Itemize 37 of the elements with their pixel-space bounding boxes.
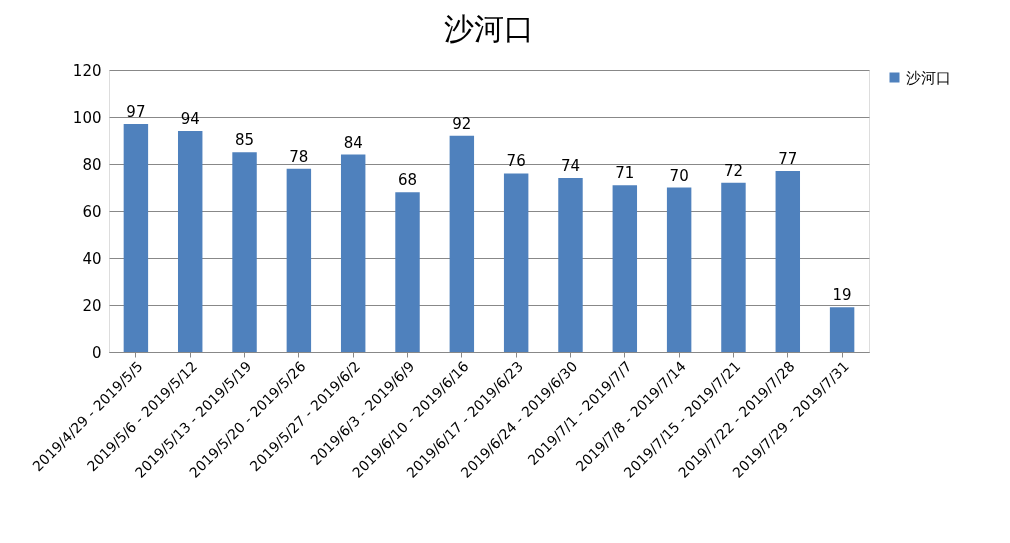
legend-label: 沙河口 (906, 68, 951, 87)
data-label: 74 (560, 157, 581, 176)
data-label: 85 (234, 131, 255, 150)
bar (558, 178, 583, 352)
bar (775, 171, 801, 352)
y-tick-label: 0 (91, 343, 102, 362)
y-tick-label: 120 (72, 61, 102, 80)
bar (721, 182, 746, 352)
bar (449, 135, 475, 352)
data-label: 68 (397, 171, 418, 190)
data-label: 70 (669, 166, 689, 185)
data-label: 97 (126, 103, 146, 122)
bar (666, 187, 692, 352)
data-label: 19 (832, 286, 852, 305)
chart-title: 沙河口 (444, 11, 534, 46)
data-label: 84 (343, 133, 363, 152)
data-label: 72 (723, 161, 744, 180)
bar (340, 154, 366, 352)
data-label: 92 (452, 114, 472, 133)
bar (503, 173, 529, 352)
y-tick-label: 80 (82, 155, 102, 174)
bar (123, 124, 149, 352)
bar (829, 307, 855, 352)
y-tick-label: 40 (82, 249, 102, 268)
data-label: 76 (506, 152, 526, 171)
y-tick-label: 100 (72, 108, 102, 127)
y-tick-label: 60 (82, 202, 102, 221)
bar (177, 131, 203, 352)
bar (286, 168, 312, 352)
y-tick-label: 20 (82, 296, 102, 315)
data-label: 77 (778, 150, 798, 169)
data-label: 78 (289, 147, 309, 166)
data-label: 71 (615, 164, 635, 183)
bar (232, 152, 257, 352)
bar (395, 192, 420, 352)
bar (612, 185, 638, 352)
data-label: 94 (180, 110, 200, 129)
